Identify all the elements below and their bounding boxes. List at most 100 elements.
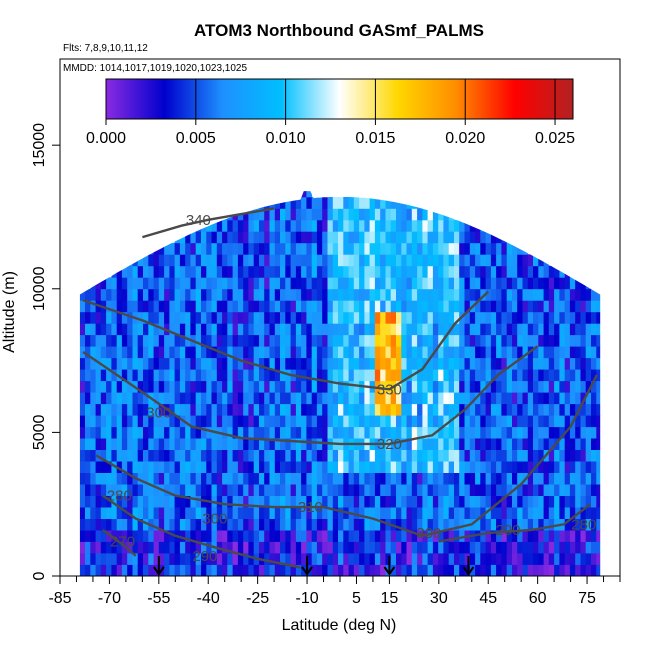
heatmap-cell (148, 541, 154, 554)
heatmap-cell (522, 392, 529, 405)
heatmap-cell (591, 438, 597, 450)
heatmap-cell (527, 380, 534, 393)
heatmap-cell (164, 484, 170, 496)
heatmap-cell (216, 277, 223, 290)
heatmap-cell (311, 265, 318, 278)
heatmap-cell (237, 219, 244, 232)
heatmap-cell (374, 472, 381, 485)
heatmap-cell (306, 484, 313, 496)
heatmap-cell (95, 518, 102, 531)
heatmap-cell (406, 553, 413, 565)
heatmap-cell (121, 449, 128, 462)
heatmap-cell (417, 415, 423, 428)
heatmap-cell (195, 380, 202, 393)
heatmap-cell (227, 357, 233, 370)
heatmap-cell (380, 311, 386, 324)
heatmap-cell (95, 564, 102, 576)
heatmap-cell (475, 392, 481, 405)
heatmap-cell (401, 265, 407, 278)
heatmap-cell (116, 507, 123, 519)
heatmap-cell (353, 357, 360, 370)
heatmap-cell (417, 196, 423, 209)
heatmap-cell (538, 346, 544, 359)
heatmap-cell (232, 507, 239, 519)
heatmap-cell (564, 495, 571, 508)
heatmap-cell (153, 553, 160, 565)
heatmap-cell (506, 449, 513, 462)
heatmap-cell (369, 426, 376, 439)
heatmap-cell (264, 495, 270, 508)
heatmap-cell (338, 507, 344, 519)
heatmap-cell (348, 346, 355, 359)
heatmap-cell (522, 518, 529, 531)
heatmap-cell (211, 380, 218, 393)
heatmap-cell (411, 300, 418, 313)
heatmap-cell (348, 334, 355, 347)
heatmap-cell (243, 507, 249, 519)
heatmap-cell (290, 472, 297, 485)
heatmap-cell (401, 518, 407, 531)
heatmap-cell (338, 449, 344, 462)
heatmap-cell (353, 346, 360, 359)
heatmap-cell (327, 403, 334, 416)
heatmap-cell (232, 265, 239, 278)
heatmap-cell (111, 438, 118, 450)
heatmap-cell (206, 415, 212, 428)
heatmap-cell (301, 346, 307, 359)
heatmap-cell (259, 196, 265, 209)
heatmap-cell (237, 564, 244, 576)
heatmap-cell (406, 438, 413, 450)
heatmap-cell (222, 323, 228, 336)
heatmap-cell (106, 346, 112, 359)
heatmap-cell (248, 346, 255, 359)
heatmap-cell (327, 311, 334, 324)
heatmap-cell (179, 564, 186, 576)
heatmap-cell (359, 265, 365, 278)
heatmap-cell (438, 265, 444, 278)
heatmap-cell (443, 231, 450, 244)
heatmap-cell (390, 196, 397, 209)
heatmap-cell (543, 403, 550, 416)
heatmap-cell (322, 300, 328, 313)
heatmap-cell (127, 484, 133, 496)
heatmap-cell (179, 507, 186, 519)
heatmap-cell (295, 426, 302, 439)
heatmap-cell (280, 346, 286, 359)
heatmap-cell (369, 403, 376, 416)
heatmap-cell (427, 507, 434, 519)
heatmap-cell (143, 254, 149, 267)
heatmap-cell (316, 311, 323, 324)
heatmap-cell (401, 311, 407, 324)
heatmap-cell (512, 369, 518, 382)
heatmap-cell (322, 403, 328, 416)
heatmap-cell (496, 357, 502, 370)
heatmap-cell (206, 541, 212, 554)
heatmap-cell (359, 392, 365, 405)
heatmap-cell (496, 530, 502, 542)
heatmap-cell (121, 484, 128, 496)
heatmap-cell (496, 472, 502, 485)
heatmap-cell (469, 403, 476, 416)
heatmap-cell (464, 495, 471, 508)
heatmap-cell (195, 392, 202, 405)
heatmap-cell (475, 311, 481, 324)
heatmap-cell (95, 426, 102, 439)
heatmap-cell (559, 323, 566, 336)
heatmap-cell (496, 277, 502, 290)
heatmap-cell (95, 484, 102, 496)
heatmap-cell (306, 196, 313, 209)
heatmap-cell (427, 461, 434, 473)
heatmap-cell (248, 300, 255, 313)
heatmap-cell (522, 300, 529, 313)
heatmap-cell (169, 277, 176, 290)
heatmap-cell (222, 392, 228, 405)
heatmap-cell (174, 484, 181, 496)
heatmap-cell (490, 288, 497, 301)
heatmap-cell (475, 438, 481, 450)
heatmap-cell (512, 541, 518, 554)
heatmap-cell (232, 518, 239, 531)
heatmap-cell (143, 541, 149, 554)
heatmap-cell (259, 484, 265, 496)
heatmap-cell (348, 415, 355, 428)
heatmap-cell (95, 369, 102, 382)
